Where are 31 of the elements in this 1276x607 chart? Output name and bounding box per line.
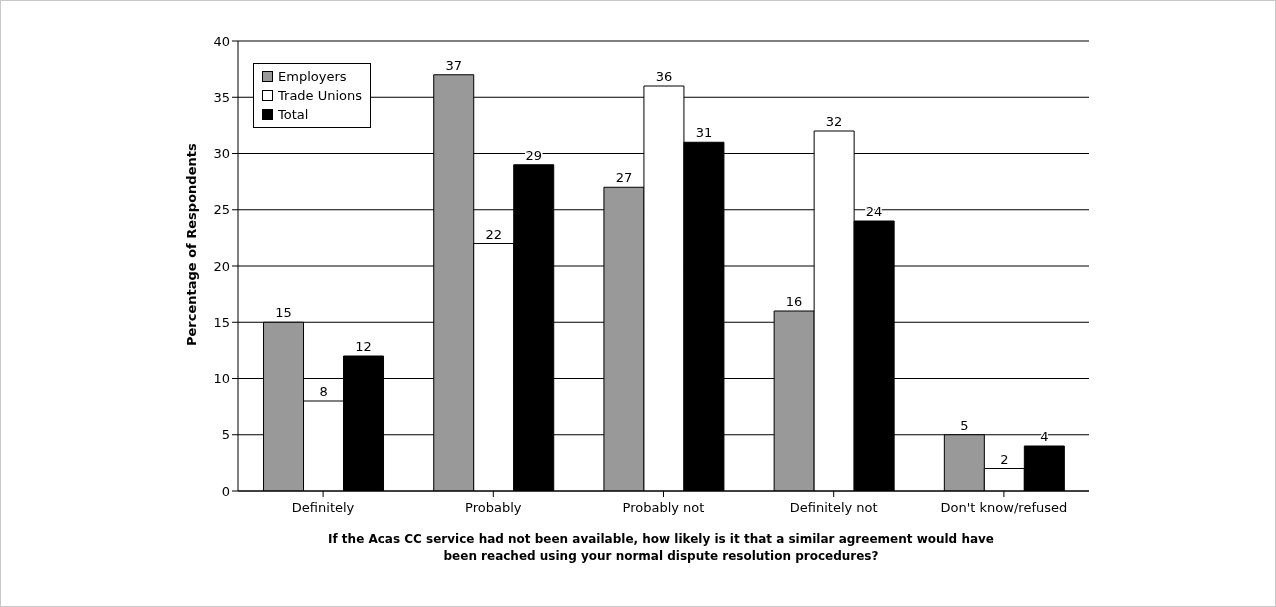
data-label: 15 xyxy=(275,305,292,321)
x-tick-label: Don't know/refused xyxy=(940,500,1068,516)
data-label: 36 xyxy=(655,69,673,84)
x-axis-title: If the Acas CC service had not been available, how likely is it that a similar agreement would have been reached using your normal dispute resolution procedures? xyxy=(327,531,995,565)
data-label: 31 xyxy=(695,125,713,141)
y-tick-label: 15 xyxy=(213,314,230,330)
y-tick-label: 35 xyxy=(213,89,230,105)
y-tick-label: 40 xyxy=(213,33,230,49)
legend-label: Total xyxy=(278,107,309,122)
y-tick-label: 0 xyxy=(221,483,230,499)
data-label: 22 xyxy=(485,226,502,242)
data-label: 27 xyxy=(615,170,633,186)
y-tick-label: 10 xyxy=(213,371,230,387)
y-tick-label: 30 xyxy=(213,146,230,162)
y-tick-label: 5 xyxy=(221,427,230,443)
legend-label: Employers xyxy=(278,69,347,84)
y-tick-label: 25 xyxy=(213,202,230,218)
data-label: 12 xyxy=(355,339,372,354)
x-tick-label: Probably xyxy=(465,500,522,516)
data-label: 37 xyxy=(445,57,462,73)
data-label: 2 xyxy=(1000,451,1009,467)
x-tick-label: Probably not xyxy=(622,500,705,516)
legend-label: Trade Unions xyxy=(278,88,363,103)
y-axis-title: Percentage of Respondents xyxy=(183,143,199,346)
data-label: 16 xyxy=(785,294,803,309)
data-label: 32 xyxy=(825,114,843,129)
x-tick-label: Definitely xyxy=(291,500,355,516)
x-tick-label: Definitely not xyxy=(789,500,878,516)
data-label: 8 xyxy=(319,384,328,399)
y-tick-label: 20 xyxy=(213,258,230,274)
data-label: 5 xyxy=(960,417,969,433)
